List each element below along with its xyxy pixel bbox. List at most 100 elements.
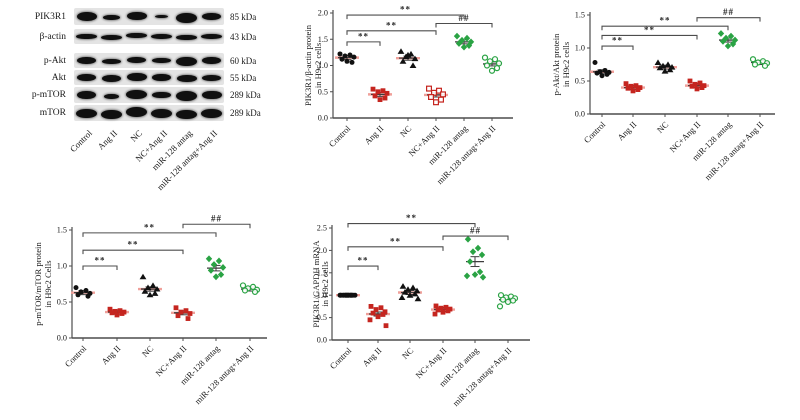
x-tick-label: Ang II (360, 345, 383, 368)
data-point (504, 298, 512, 306)
protein-band (201, 108, 222, 118)
data-point (107, 306, 113, 312)
data-point (509, 297, 517, 304)
data-point (399, 283, 407, 289)
sig-label: ** (400, 5, 411, 15)
y-axis-title: PIK3R1/β-actin protein (303, 24, 313, 106)
data-point (633, 83, 639, 89)
y-tick-label: 1.5 (318, 35, 328, 44)
y-tick-label: 0.5 (57, 298, 67, 307)
y-tick-label: 1.0 (57, 262, 67, 271)
y-tick-label: 2.0 (318, 9, 328, 18)
sig-bracket (82, 232, 217, 237)
data-point (337, 51, 343, 57)
kda-label: 43 kDa (230, 31, 257, 42)
data-point (445, 308, 451, 314)
data-point (409, 284, 417, 291)
data-point (375, 314, 381, 320)
protein-band (151, 34, 172, 39)
data-point (438, 305, 444, 311)
data-point (464, 235, 472, 243)
data-point (594, 70, 600, 76)
protein-band (77, 74, 96, 81)
data-point (478, 251, 486, 259)
data-point (435, 307, 441, 313)
data-point (85, 293, 91, 299)
data-point (486, 58, 494, 65)
data-point (467, 38, 475, 46)
data-point (141, 288, 149, 294)
data-point (351, 54, 357, 60)
data-point (602, 67, 608, 73)
protein-band (201, 34, 222, 39)
y-tick-label: 0.5 (575, 77, 585, 86)
protein-band (126, 89, 147, 99)
y-tick-label: 0.0 (318, 114, 328, 123)
data-point (151, 290, 159, 296)
protein-band (154, 14, 169, 19)
data-point (479, 273, 487, 281)
blot-row-label: p-Akt (43, 55, 66, 66)
data-point (380, 88, 386, 94)
data-point (175, 313, 181, 319)
data-point (440, 309, 446, 315)
data-point (697, 80, 703, 86)
data-point (692, 81, 698, 87)
y-tick-label: 0.5 (318, 87, 328, 96)
data-point (499, 296, 507, 303)
x-tick-label: Control (327, 123, 353, 149)
x-tick-label: Ang II (362, 123, 385, 146)
data-point (207, 266, 215, 274)
y-axis-title: in H9c2 cells (313, 42, 323, 88)
blot-row-label: mTOR (39, 108, 66, 118)
data-point (397, 48, 405, 54)
data-point (185, 316, 191, 321)
sig-bracket (182, 223, 251, 229)
data-point (241, 287, 249, 294)
x-tick-label: Control (63, 343, 89, 369)
sig-label: ** (390, 236, 401, 246)
data-point (443, 304, 449, 310)
data-point (635, 87, 641, 92)
x-tick-label: miR-128 antag+Ang II (451, 345, 514, 408)
data-point (212, 273, 220, 281)
protein-band (201, 57, 222, 64)
data-point (378, 305, 384, 311)
data-point (722, 34, 730, 42)
data-point (592, 60, 598, 66)
data-point (368, 304, 374, 309)
data-point (382, 95, 388, 101)
sig-bracket (82, 265, 118, 270)
data-point (761, 62, 769, 69)
data-point (469, 248, 477, 256)
data-point (344, 58, 350, 64)
protein-band (101, 75, 122, 82)
blot-row-label: PIK3R1 (34, 11, 66, 22)
protein-band (76, 12, 97, 21)
protein-band (76, 33, 97, 40)
y-tick-label: 1.0 (318, 61, 328, 70)
data-point (117, 308, 123, 314)
data-point (114, 312, 120, 318)
data-point (239, 282, 247, 289)
data-point (383, 323, 389, 329)
y-tick-label: 2.5 (317, 224, 327, 233)
data-point (401, 288, 409, 295)
data-point (623, 81, 629, 87)
data-point (724, 42, 732, 50)
sig-bracket (601, 25, 729, 31)
data-point (404, 286, 412, 292)
y-axis-title: PIK3R1/GAPDH mRNA (311, 240, 321, 328)
protein-band (126, 72, 147, 81)
data-point (471, 271, 479, 278)
data-point (466, 258, 474, 265)
protein-band (127, 56, 146, 63)
x-tick-label: NC (655, 119, 671, 135)
sig-bracket (347, 222, 476, 228)
protein-band (176, 109, 197, 119)
data-point (342, 53, 348, 59)
protein-band (76, 91, 97, 99)
data-point (481, 54, 489, 61)
kda-label: 289 kDa (230, 108, 261, 118)
